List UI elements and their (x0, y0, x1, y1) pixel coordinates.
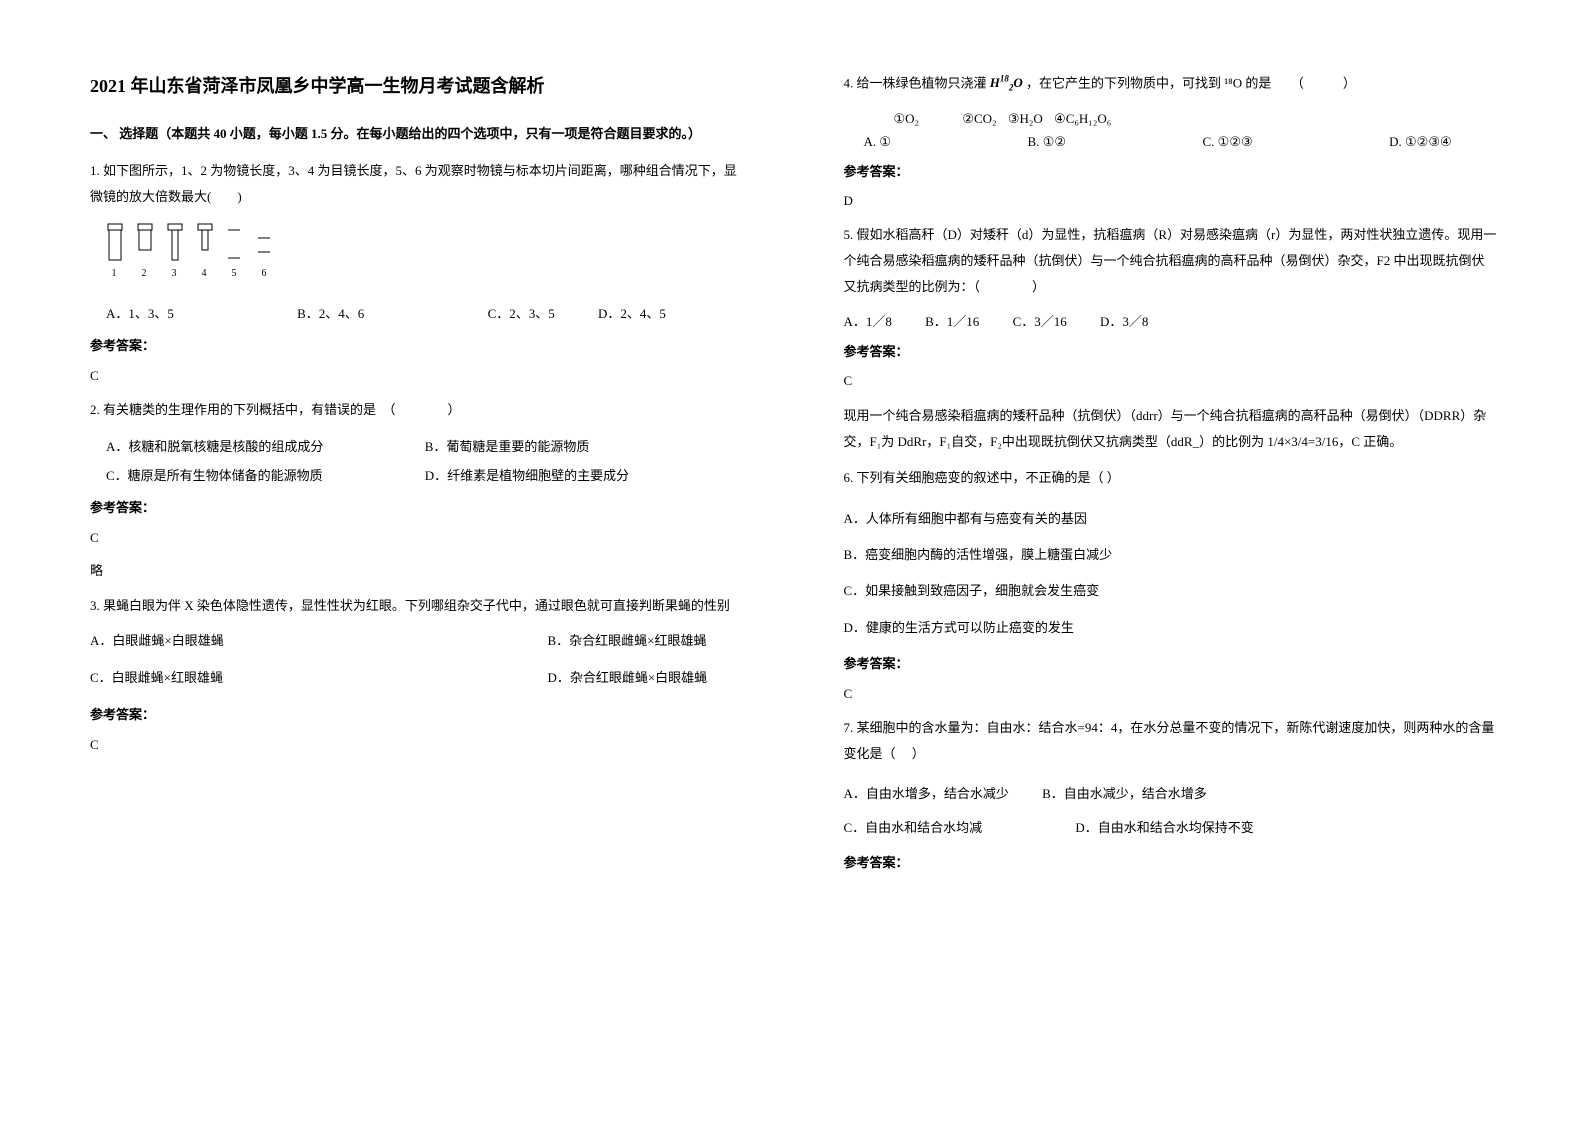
svg-text:6: 6 (262, 268, 267, 279)
q6-options: A．人体所有细胞中都有与癌变有关的基因 B．癌变细胞内酶的活性增强，膜上糖蛋白减… (844, 501, 1498, 647)
q4-ans: D (844, 189, 1498, 212)
q4-ans-label: 参考答案： (844, 160, 1498, 183)
page-title: 2021 年山东省菏泽市凤凰乡中学高一生物月考试题含解析 (90, 70, 744, 102)
section-header: 一、 选择题（本题共 40 小题，每小题 1.5 分。在每小题给出的四个选项中，… (90, 122, 744, 145)
q4-circled-options: ①O₂ ②CO₂ ③H₂O ④C₆H₁₂O₆ (894, 107, 1498, 130)
q4-letter-options: A. ① B. ①② C. ①②③ D. ①②③④ (864, 130, 1452, 153)
q7-text: 7. 某细胞中的含水量为：自由水：结合水=94：4，在水分总量不变的情况下，新陈… (844, 715, 1498, 767)
q7-optA: A．自由水增多，结合水减少 (844, 786, 1009, 801)
q1-optD: D．2、4、5 (598, 306, 666, 321)
q7-ans-label: 参考答案： (844, 851, 1498, 874)
q4-o4: C₆H₁₂O₆ (1066, 111, 1112, 126)
q4-formula: H182O (990, 75, 1026, 90)
q1-ans-label: 参考答案： (90, 334, 744, 357)
q2-optC: C．糖原是所有生物体储备的能源物质 (106, 462, 425, 491)
q3-ans: C (90, 733, 744, 756)
q4-o1: O₂ (905, 111, 919, 126)
svg-text:3: 3 (172, 268, 177, 279)
q1-text: 1. 如下图所示，1、2 为物镜长度，3、4 为目镜长度，5、6 为观察时物镜与… (90, 158, 744, 210)
q3-ans-label: 参考答案： (90, 703, 744, 726)
q4-c1: ① (894, 111, 906, 126)
q5-optB: B．1／16 (925, 314, 979, 329)
q1-optA: A．1、3、5 (106, 306, 174, 321)
svg-text:4: 4 (202, 268, 207, 279)
q5-text: 5. 假如水稻高秆（D）对矮秆（d）为显性，抗稻瘟病（R）对易感染瘟病（r）为显… (844, 222, 1498, 300)
q5-optC: C．3／16 (1013, 314, 1067, 329)
q1-diagram: 1 2 3 4 5 6 (100, 220, 744, 290)
q1-options: A．1、3、5 B．2、4、6 C．2、3、5 D．2、4、5 (106, 300, 744, 329)
q1-optB: B．2、4、6 (297, 306, 364, 321)
q7-options: A．自由水增多，结合水减少 B．自由水减少，结合水增多 C．自由水和结合水均减 … (844, 777, 1498, 845)
q4-optB: B. ①② (1028, 130, 1066, 153)
q6-text: 6. 下列有关细胞癌变的叙述中，不正确的是（ ） (844, 465, 1498, 491)
q7-optC: C．自由水和结合水均减 (844, 820, 983, 835)
svg-text:1: 1 (112, 268, 117, 279)
q7-optD: D．自由水和结合水均保持不变 (1075, 820, 1253, 835)
q3-optA: A．白眼雌蝇×白眼雄蝇 (90, 629, 547, 652)
svg-text:5: 5 (232, 268, 237, 279)
svg-text:2: 2 (142, 268, 147, 279)
q4-text-pre: 4. 给一株绿色植物只浇灌 (844, 75, 987, 90)
q2-optA: A．核糖和脱氧核糖是核酸的组成成分 (106, 433, 425, 462)
q6-ans-label: 参考答案： (844, 652, 1498, 675)
q6-optC: C．如果接触到致癌因子，细胞就会发生癌变 (844, 573, 1498, 609)
formula-sup: 18 (1000, 74, 1009, 84)
formula-h: H (990, 75, 1000, 90)
q4-text-post: ，在它产生的下列物质中，可找到 ¹⁸O 的是 （ ） (1026, 75, 1356, 90)
q5-options: A．1／8 B．1／16 C．3／16 D．3／8 (844, 310, 1498, 333)
q2-text: 2. 有关糖类的生理作用的下列概括中，有错误的是 （ ） (90, 397, 744, 423)
q6-optB: B．癌变细胞内酶的活性增强，膜上糖蛋白减少 (844, 537, 1498, 573)
q2-optB: B．葡萄糖是重要的能源物质 (425, 433, 590, 462)
q3-options: A．白眼雌蝇×白眼雄蝇 B．杂合红眼雌蝇×红眼雄蝇 C．白眼雌蝇×红眼雄蝇 D．… (90, 629, 744, 690)
q4-c4: ④ (1054, 111, 1066, 126)
q3-optB: B．杂合红眼雌蝇×红眼雄蝇 (547, 629, 706, 652)
q4-c3: ③ (1008, 111, 1020, 126)
q6-optA: A．人体所有细胞中都有与癌变有关的基因 (844, 501, 1498, 537)
q4: 4. 给一株绿色植物只浇灌 H182O ，在它产生的下列物质中，可找到 ¹⁸O … (844, 70, 1498, 97)
q2-ans: C (90, 526, 744, 549)
q5-ans-label: 参考答案： (844, 340, 1498, 363)
q2-optD: D．纤维素是植物细胞壁的主要成分 (425, 462, 629, 491)
q4-optC: C. ①②③ (1203, 130, 1253, 153)
q2-note: 略 (90, 559, 744, 582)
q6-optD: D．健康的生活方式可以防止癌变的发生 (844, 610, 1498, 646)
q5-optA: A．1／8 (844, 314, 892, 329)
q1-optC: C．2、3、5 (488, 306, 555, 321)
q4-optA: A. ① (864, 130, 892, 153)
q6-ans: C (844, 682, 1498, 705)
q4-optD: D. ①②③④ (1389, 130, 1452, 153)
q4-o3: H₂O (1019, 111, 1042, 126)
q4-c2: ② (962, 111, 974, 126)
q3-optC: C．白眼雌蝇×红眼雄蝇 (90, 666, 547, 689)
q3-text: 3. 果蝇白眼为伴 X 染色体隐性遗传，显性性状为红眼。下列哪组杂交子代中，通过… (90, 593, 744, 619)
q4-o2: CO₂ (974, 111, 997, 126)
formula-o: O (1013, 75, 1022, 90)
q5-ans: C (844, 369, 1498, 392)
q5-optD: D．3／8 (1100, 314, 1148, 329)
q1-ans: C (90, 364, 744, 387)
q2-options: A．核糖和脱氧核糖是核酸的组成成分 B．葡萄糖是重要的能源物质 C．糖原是所有生… (106, 433, 744, 490)
q7-optB: B．自由水减少，结合水增多 (1042, 786, 1207, 801)
q5-explain: 现用一个纯合易感染稻瘟病的矮秆品种（抗倒伏）（ddrr）与一个纯合抗稻瘟病的高秆… (844, 403, 1498, 455)
q2-ans-label: 参考答案： (90, 496, 744, 519)
q3-optD: D．杂合红眼雌蝇×白眼雄蝇 (547, 666, 707, 689)
